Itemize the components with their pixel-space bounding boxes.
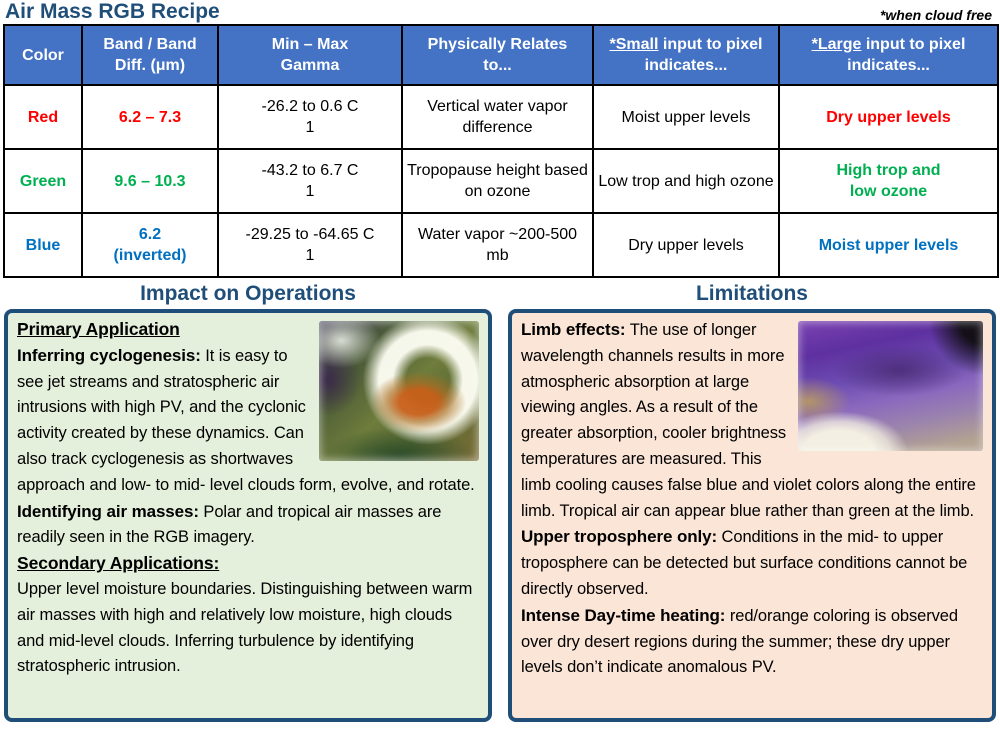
cell-color: Blue — [3, 212, 83, 278]
secondary-applications-heading: Secondary Applications: — [17, 553, 220, 574]
limb-view-rgb-satellite-image — [798, 321, 983, 451]
col-header-large-input: *Large input to pixel indicates... — [778, 24, 999, 86]
limitations-box: Limb effects: The use of longer waveleng… — [508, 309, 996, 722]
cell-large-indicates: High trop and low ozone — [778, 148, 999, 214]
identifying-air-masses-paragraph: Identifying air masses: Polar and tropic… — [17, 499, 479, 552]
cell-small-indicates: Low trop and high ozone — [592, 148, 780, 214]
inferring-cyclogenesis-text: It is easy to see jet streams and strato… — [17, 346, 475, 494]
bottom-sections: Impact on Operations Primary Application… — [0, 280, 1000, 722]
col-header-minmax-gamma: Min – Max Gamma — [217, 24, 403, 86]
cell-band: 9.6 – 10.3 — [81, 148, 219, 214]
cell-relates: Water vapor ~200-500 mb — [401, 212, 594, 278]
cloud-free-note: *when cloud free — [879, 7, 992, 23]
table-row-blue: Blue 6.2 (inverted) -29.25 to -64.65 C 1… — [3, 212, 999, 278]
cell-range: -29.25 to -64.65 C — [245, 226, 375, 243]
cell-large-indicates: Dry upper levels — [778, 84, 999, 150]
limitations-section: Limitations Limb effects: The use of lon… — [508, 280, 996, 722]
upper-troposphere-paragraph: Upper troposphere only: Conditions in th… — [521, 524, 983, 602]
inferring-cyclogenesis-label: Inferring cyclogenesis: — [17, 345, 201, 365]
cyclone-rgb-satellite-image — [319, 321, 479, 461]
small-rest: input to pixel indicates... — [644, 36, 763, 74]
rgb-recipe-table: Color Band / Band Diff. (μm) Min – Max G… — [3, 24, 999, 278]
cell-color: Green — [3, 148, 83, 214]
cell-range: -26.2 to 0.6 C — [261, 98, 359, 115]
cell-color: Red — [3, 84, 83, 150]
inferring-cyclogenesis-paragraph: Inferring cyclogenesis: It is easy to se… — [17, 343, 479, 499]
large-underlined: *Large — [811, 36, 862, 53]
col-header-physically-relates: Physically Relates to... — [401, 24, 594, 86]
page-title: Air Mass RGB Recipe — [5, 0, 220, 23]
limitations-heading: Limitations — [695, 282, 808, 305]
title-row: Air Mass RGB Recipe *when cloud free — [0, 0, 1000, 24]
cell-large-indicates: Moist upper levels — [778, 212, 999, 278]
col-header-small-input: *Small input to pixel indicates... — [592, 24, 780, 86]
col-header-band: Band / Band Diff. (μm) — [81, 24, 219, 86]
cell-gamma: 1 — [305, 247, 315, 264]
daytime-heating-text: red/orange coloring is observed over dry… — [521, 606, 958, 677]
table-header-row: Color Band / Band Diff. (μm) Min – Max G… — [3, 24, 999, 86]
cell-small-indicates: Dry upper levels — [592, 212, 780, 278]
limb-effects-text: The use of longer wavelength channels re… — [521, 321, 976, 520]
cell-minmax-gamma: -26.2 to 0.6 C 1 — [217, 84, 403, 150]
cell-minmax-gamma: -43.2 to 6.7 C 1 — [217, 148, 403, 214]
limb-effects-label: Limb effects: — [521, 320, 626, 339]
cell-gamma: 1 — [305, 183, 315, 200]
impact-section: Impact on Operations Primary Application… — [4, 280, 492, 722]
cell-minmax-gamma: -29.25 to -64.65 C 1 — [217, 212, 403, 278]
upper-troposphere-text: Conditions in the mid- to upper troposph… — [521, 528, 968, 598]
identifying-air-masses-label: Identifying air masses: — [17, 501, 199, 521]
table-row-green: Green 9.6 – 10.3 -43.2 to 6.7 C 1 Tropop… — [3, 148, 999, 214]
daytime-heating-paragraph: Intense Day-time heating: red/orange col… — [521, 603, 983, 681]
large-rest: input to pixel indicates... — [847, 36, 966, 74]
limb-effects-paragraph: Limb effects: The use of longer waveleng… — [521, 317, 983, 524]
cell-band: 6.2 (inverted) — [81, 212, 219, 278]
small-underlined: *Small — [609, 36, 659, 53]
cell-band: 6.2 – 7.3 — [81, 84, 219, 150]
cell-small-indicates: Moist upper levels — [592, 84, 780, 150]
impact-box: Primary Application Inferring cyclogenes… — [4, 309, 492, 722]
col-header-color: Color — [3, 24, 83, 86]
cell-range: -43.2 to 6.7 C — [261, 162, 359, 179]
upper-troposphere-label: Upper troposphere only: — [521, 527, 718, 547]
impact-heading: Impact on Operations — [140, 282, 356, 305]
cell-gamma: 1 — [305, 119, 315, 136]
cell-relates: Vertical water vapor difference — [401, 84, 594, 150]
identifying-air-masses-text: Polar and tropical air masses are readil… — [17, 502, 442, 547]
table-row-red: Red 6.2 – 7.3 -26.2 to 0.6 C 1 Vertical … — [3, 84, 999, 150]
daytime-heating-label: Intense Day-time heating: — [521, 605, 726, 625]
cell-relates: Tropopause height based on ozone — [401, 148, 594, 214]
primary-application-heading: Primary Application — [17, 319, 180, 339]
secondary-applications-paragraph: Upper level moisture boundaries. Disting… — [17, 579, 473, 676]
